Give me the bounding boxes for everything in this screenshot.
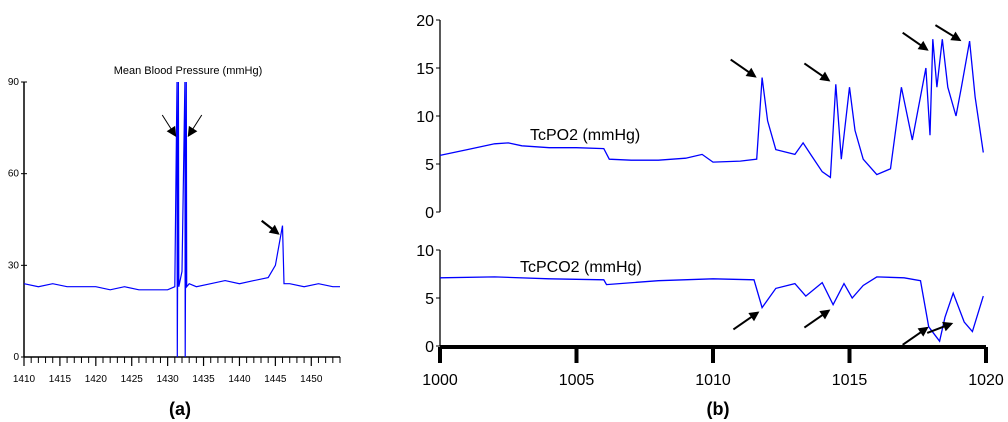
x-tick-label: 1010 bbox=[695, 372, 731, 389]
arrow-po2-2-head bbox=[819, 71, 831, 82]
x-tick-label: 1450 bbox=[300, 374, 323, 385]
x-tick-label: 1005 bbox=[559, 372, 595, 389]
x-tick-label: 1430 bbox=[157, 374, 180, 385]
tcpo2-y-tick-label: 5 bbox=[425, 157, 434, 174]
arrow-pco2-2-head bbox=[819, 309, 831, 320]
arrow-po2-2 bbox=[803, 62, 831, 82]
tcpo2-y-tick-label: 20 bbox=[416, 13, 434, 30]
arrow-pco2-2 bbox=[803, 309, 831, 329]
tcpo2-y-tick-label: 15 bbox=[416, 61, 434, 78]
arrow-po2-4 bbox=[934, 24, 962, 42]
x-tick-label: 1000 bbox=[422, 372, 458, 389]
panel-a-series bbox=[23, 81, 340, 358]
arrow-pco2-4-head bbox=[942, 321, 954, 332]
arrow-po2-1-head bbox=[745, 67, 757, 78]
tcpco2-y-tick-label: 5 bbox=[425, 291, 434, 308]
arrow-pco2-4 bbox=[926, 321, 954, 334]
arrow-po2-3-head bbox=[917, 40, 929, 51]
x-tick-label: 1420 bbox=[85, 374, 108, 385]
panel-a-arrows bbox=[161, 114, 280, 235]
series-label-tcpo2: TcPO2 (mmHg) bbox=[530, 127, 640, 144]
tcpco2-line bbox=[439, 276, 984, 343]
arrow-pco2-1 bbox=[732, 311, 760, 331]
blood-pressure-line bbox=[23, 81, 340, 358]
y-tick-label: 90 bbox=[8, 77, 20, 88]
tcpo2-line bbox=[439, 39, 984, 179]
arrow-pco2-3 bbox=[902, 326, 929, 346]
x-tick-label: 1015 bbox=[832, 372, 868, 389]
panel-a-label: (a) bbox=[169, 399, 191, 419]
x-tick-label: 1445 bbox=[264, 374, 287, 385]
y-tick-label: 30 bbox=[8, 260, 20, 271]
panel-a: Mean Blood Pressure (mmHg) 0 30 60 90 1410 14… bbox=[8, 65, 341, 419]
x-tick-label: 1435 bbox=[192, 374, 215, 385]
arrow-a-2 bbox=[187, 114, 203, 137]
arrow-po2-3 bbox=[902, 31, 929, 51]
tcpco2-y-tick-label: 0 bbox=[425, 339, 434, 356]
x-tick-label: 1020 bbox=[968, 372, 1004, 389]
panel-a-title: Mean Blood Pressure (mmHg) bbox=[114, 65, 263, 77]
series-label-tcpco2: TcPCO2 (mmHg) bbox=[520, 259, 642, 276]
arrow-pco2-1-head bbox=[748, 311, 760, 322]
arrow-a-1-head bbox=[166, 125, 177, 137]
y-tick-label: 60 bbox=[8, 169, 20, 180]
tcpo2-y-tick-label: 10 bbox=[416, 109, 434, 126]
tcpo2-y-tick-label: 0 bbox=[425, 205, 434, 222]
arrow-po2-1 bbox=[730, 58, 757, 78]
panel-b-label: (b) bbox=[707, 399, 730, 419]
y-tick-label: 0 bbox=[13, 352, 19, 363]
arrow-a-3 bbox=[260, 219, 280, 235]
x-tick-label: 1440 bbox=[228, 374, 251, 385]
x-tick-label: 1415 bbox=[49, 374, 72, 385]
arrow-pco2-3-head bbox=[917, 326, 929, 337]
panel-b-arrows bbox=[730, 24, 962, 346]
arrow-a-2-head bbox=[187, 125, 198, 137]
x-tick-label: 1425 bbox=[121, 374, 144, 385]
tcpco2-y-tick-label: 10 bbox=[416, 243, 434, 260]
panel-a-axes: 0 30 60 90 1410 1415 1420 1425 1430 1435 1440 1445 1… bbox=[8, 77, 341, 385]
x-tick-label: 1410 bbox=[13, 374, 36, 385]
arrow-a-1 bbox=[161, 114, 177, 137]
arrow-po2-4-head bbox=[950, 31, 962, 42]
arrow-a-3-head bbox=[268, 224, 280, 235]
panel-b-series bbox=[439, 39, 984, 343]
